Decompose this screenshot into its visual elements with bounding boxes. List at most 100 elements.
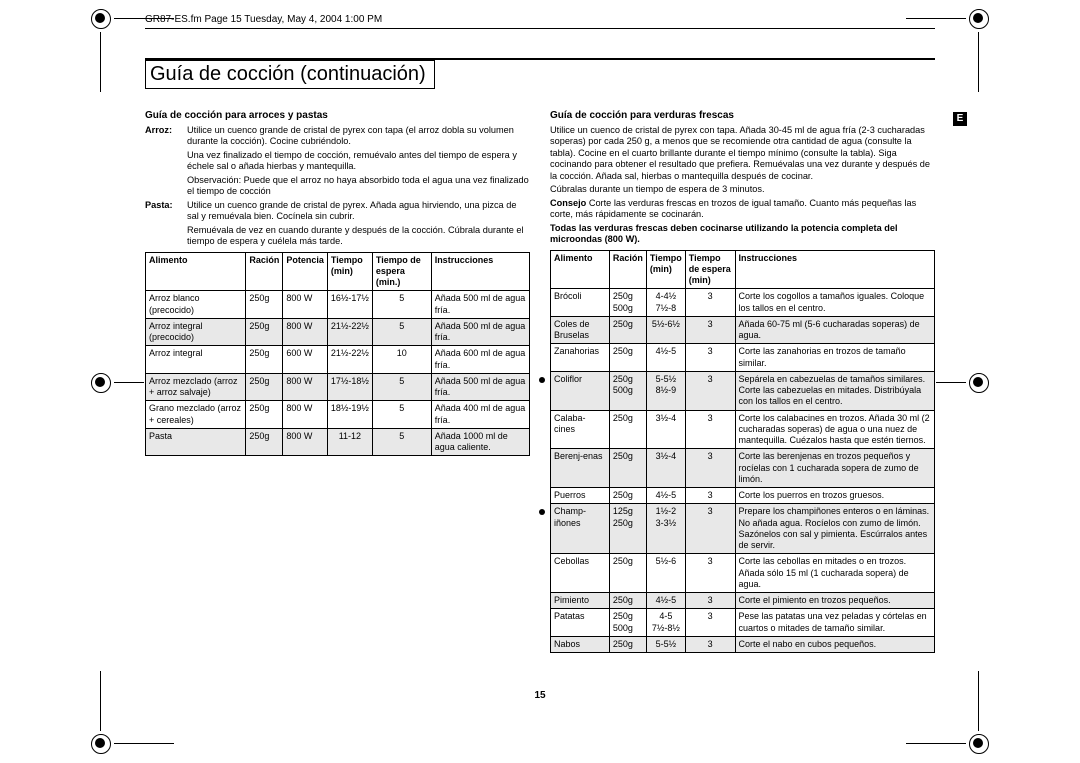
table-cell: 3: [685, 316, 735, 344]
left-table: AlimentoRaciónPotenciaTiempo (min)Tiempo…: [145, 252, 530, 457]
left-column: Guía de cocción para arroces y pastas Ar…: [145, 110, 530, 653]
table-cell: Añada 600 ml de agua fría.: [431, 346, 529, 374]
table-cell: Puerros: [551, 488, 610, 504]
table-cell: 250g: [609, 449, 646, 488]
table-row: Puerros250g4½-53Corte los puerros en tro…: [551, 488, 935, 504]
table-cell: Coles de Bruselas: [551, 316, 610, 344]
table-cell: Calaba-cines: [551, 410, 610, 449]
table-cell: 250g: [246, 291, 283, 319]
right-th: Tiempo (min): [646, 250, 685, 289]
table-cell: 250g: [609, 410, 646, 449]
right-th: Alimento: [551, 250, 610, 289]
table-cell: 4½-5: [646, 593, 685, 609]
table-row: Coles de Bruselas250g5½-6½3Añada 60-75 m…: [551, 316, 935, 344]
table-cell: 125g250g: [609, 504, 646, 554]
table-cell: Grano mezclado (arroz + cereales): [146, 401, 246, 429]
pasta-label: Pasta:: [145, 200, 187, 223]
table-cell: 800 W: [283, 318, 328, 346]
table-cell: 800 W: [283, 373, 328, 401]
table-cell: Patatas: [551, 609, 610, 637]
consejo: Consejo Corte las verduras frescas en tr…: [550, 198, 935, 221]
table-row: Calaba-cines250g3½-43Corte los calabacin…: [551, 410, 935, 449]
left-sec-title: Guía de cocción para arroces y pastas: [145, 110, 530, 123]
crop-mark: [88, 370, 114, 396]
left-th: Ración: [246, 252, 283, 291]
table-cell: 5½-6: [646, 554, 685, 593]
table-cell: 250g: [609, 344, 646, 372]
table-cell: 4½-5: [646, 488, 685, 504]
table-cell: Añada 400 ml de agua fría.: [431, 401, 529, 429]
content: Guía de cocción (continuación) Guía de c…: [145, 58, 935, 723]
table-cell: 3: [685, 344, 735, 372]
title-wrap: Guía de cocción (continuación): [145, 62, 935, 92]
table-cell: 5: [372, 318, 431, 346]
table-cell: 3: [685, 504, 735, 554]
table-cell: Arroz integral: [146, 346, 246, 374]
table-cell: 800 W: [283, 401, 328, 429]
table-cell: Pimiento: [551, 593, 610, 609]
table-cell: 600 W: [283, 346, 328, 374]
consejo-body: Corte las verduras frescas en trozos de …: [550, 198, 916, 220]
table-row: Pimiento250g4½-53Corte el pimiento en tr…: [551, 593, 935, 609]
table-cell: 3½-4: [646, 449, 685, 488]
table-cell: 5-5½: [646, 636, 685, 652]
table-cell: 3: [685, 371, 735, 410]
table-row: Champ-iñones125g250g1½-23-3½3Prepare los…: [551, 504, 935, 554]
table-cell: Corte las zanahorias en trozos de tamaño…: [735, 344, 935, 372]
table-cell: 3: [685, 593, 735, 609]
table-cell: 5½-6½: [646, 316, 685, 344]
right-table: AlimentoRaciónTiempo (min)Tiempo de espe…: [550, 250, 935, 654]
crop-mark: [966, 370, 992, 396]
table-cell: Añada 60-75 ml (5-6 cucharadas soperas) …: [735, 316, 935, 344]
table-row: Brócoli250g500g4-4½7½-83Corte los cogoll…: [551, 289, 935, 317]
table-cell: 11-12: [327, 428, 372, 456]
table-row: Cebollas250g5½-63Corte las cebollas en m…: [551, 554, 935, 593]
table-cell: 250g: [609, 636, 646, 652]
left-th: Instrucciones: [431, 252, 529, 291]
right-p1: Utilice un cuenco de cristal de pyrex co…: [550, 125, 935, 183]
table-cell: 3: [685, 488, 735, 504]
table-cell: Arroz integral (precocido): [146, 318, 246, 346]
table-cell: Añada 500 ml de agua fría.: [431, 318, 529, 346]
table-cell: 5: [372, 373, 431, 401]
table-cell: Cebollas: [551, 554, 610, 593]
arroz-label: Arroz:: [145, 125, 187, 148]
table-cell: 3: [685, 636, 735, 652]
table-cell: 250g: [246, 346, 283, 374]
page-number: 15: [145, 690, 935, 701]
table-cell: 5-5½8½-9: [646, 371, 685, 410]
table-row: Grano mezclado (arroz + cereales)250g800…: [146, 401, 530, 429]
arroz-body2: Una vez finalizado el tiempo de cocción,…: [187, 150, 530, 173]
table-cell: 4-4½7½-8: [646, 289, 685, 317]
right-th: Tiempo de espera (min): [685, 250, 735, 289]
table-cell: Prepare los champiñones enteros o en lám…: [735, 504, 935, 554]
right-column: E Guía de cocción para verduras frescas …: [550, 110, 935, 653]
pasta-body: Utilice un cuenco grande de cristal de p…: [187, 200, 530, 223]
right-th: Instrucciones: [735, 250, 935, 289]
table-cell: 250g: [246, 373, 283, 401]
table-cell: Pese las patatas una vez peladas y córte…: [735, 609, 935, 637]
table-cell: Añada 1000 ml de agua caliente.: [431, 428, 529, 456]
table-cell: Sepárela en cabezuelas de tamaños simila…: [735, 371, 935, 410]
table-cell: 5: [372, 428, 431, 456]
table-row: Zanahorias250g4½-53Corte las zanahorias …: [551, 344, 935, 372]
header-rule: [145, 28, 935, 29]
crop-mark: [966, 731, 992, 757]
pasta-body2: Remuévala de vez en cuando durante y des…: [187, 225, 530, 248]
table-cell: 250g: [246, 318, 283, 346]
table-cell: 17½-18½: [327, 373, 372, 401]
table-cell: 5: [372, 291, 431, 319]
table-row: Nabos250g5-5½3Corte el nabo en cubos peq…: [551, 636, 935, 652]
table-row: Coliflor250g500g5-5½8½-93Sepárela en cab…: [551, 371, 935, 410]
table-cell: Corte los calabacines en trozos. Añada 3…: [735, 410, 935, 449]
table-cell: Champ-iñones: [551, 504, 610, 554]
arroz-body3: Observación: Puede que el arroz no haya …: [187, 175, 530, 198]
table-cell: 250g: [609, 593, 646, 609]
table-cell: Añada 500 ml de agua fría.: [431, 373, 529, 401]
table-cell: 3: [685, 554, 735, 593]
table-row: Patatas250g500g4-57½-8½3Pese las patatas…: [551, 609, 935, 637]
table-cell: 4-57½-8½: [646, 609, 685, 637]
table-cell: Brócoli: [551, 289, 610, 317]
table-row: Arroz mezclado (arroz + arroz salvaje)25…: [146, 373, 530, 401]
table-cell: 21½-22½: [327, 346, 372, 374]
